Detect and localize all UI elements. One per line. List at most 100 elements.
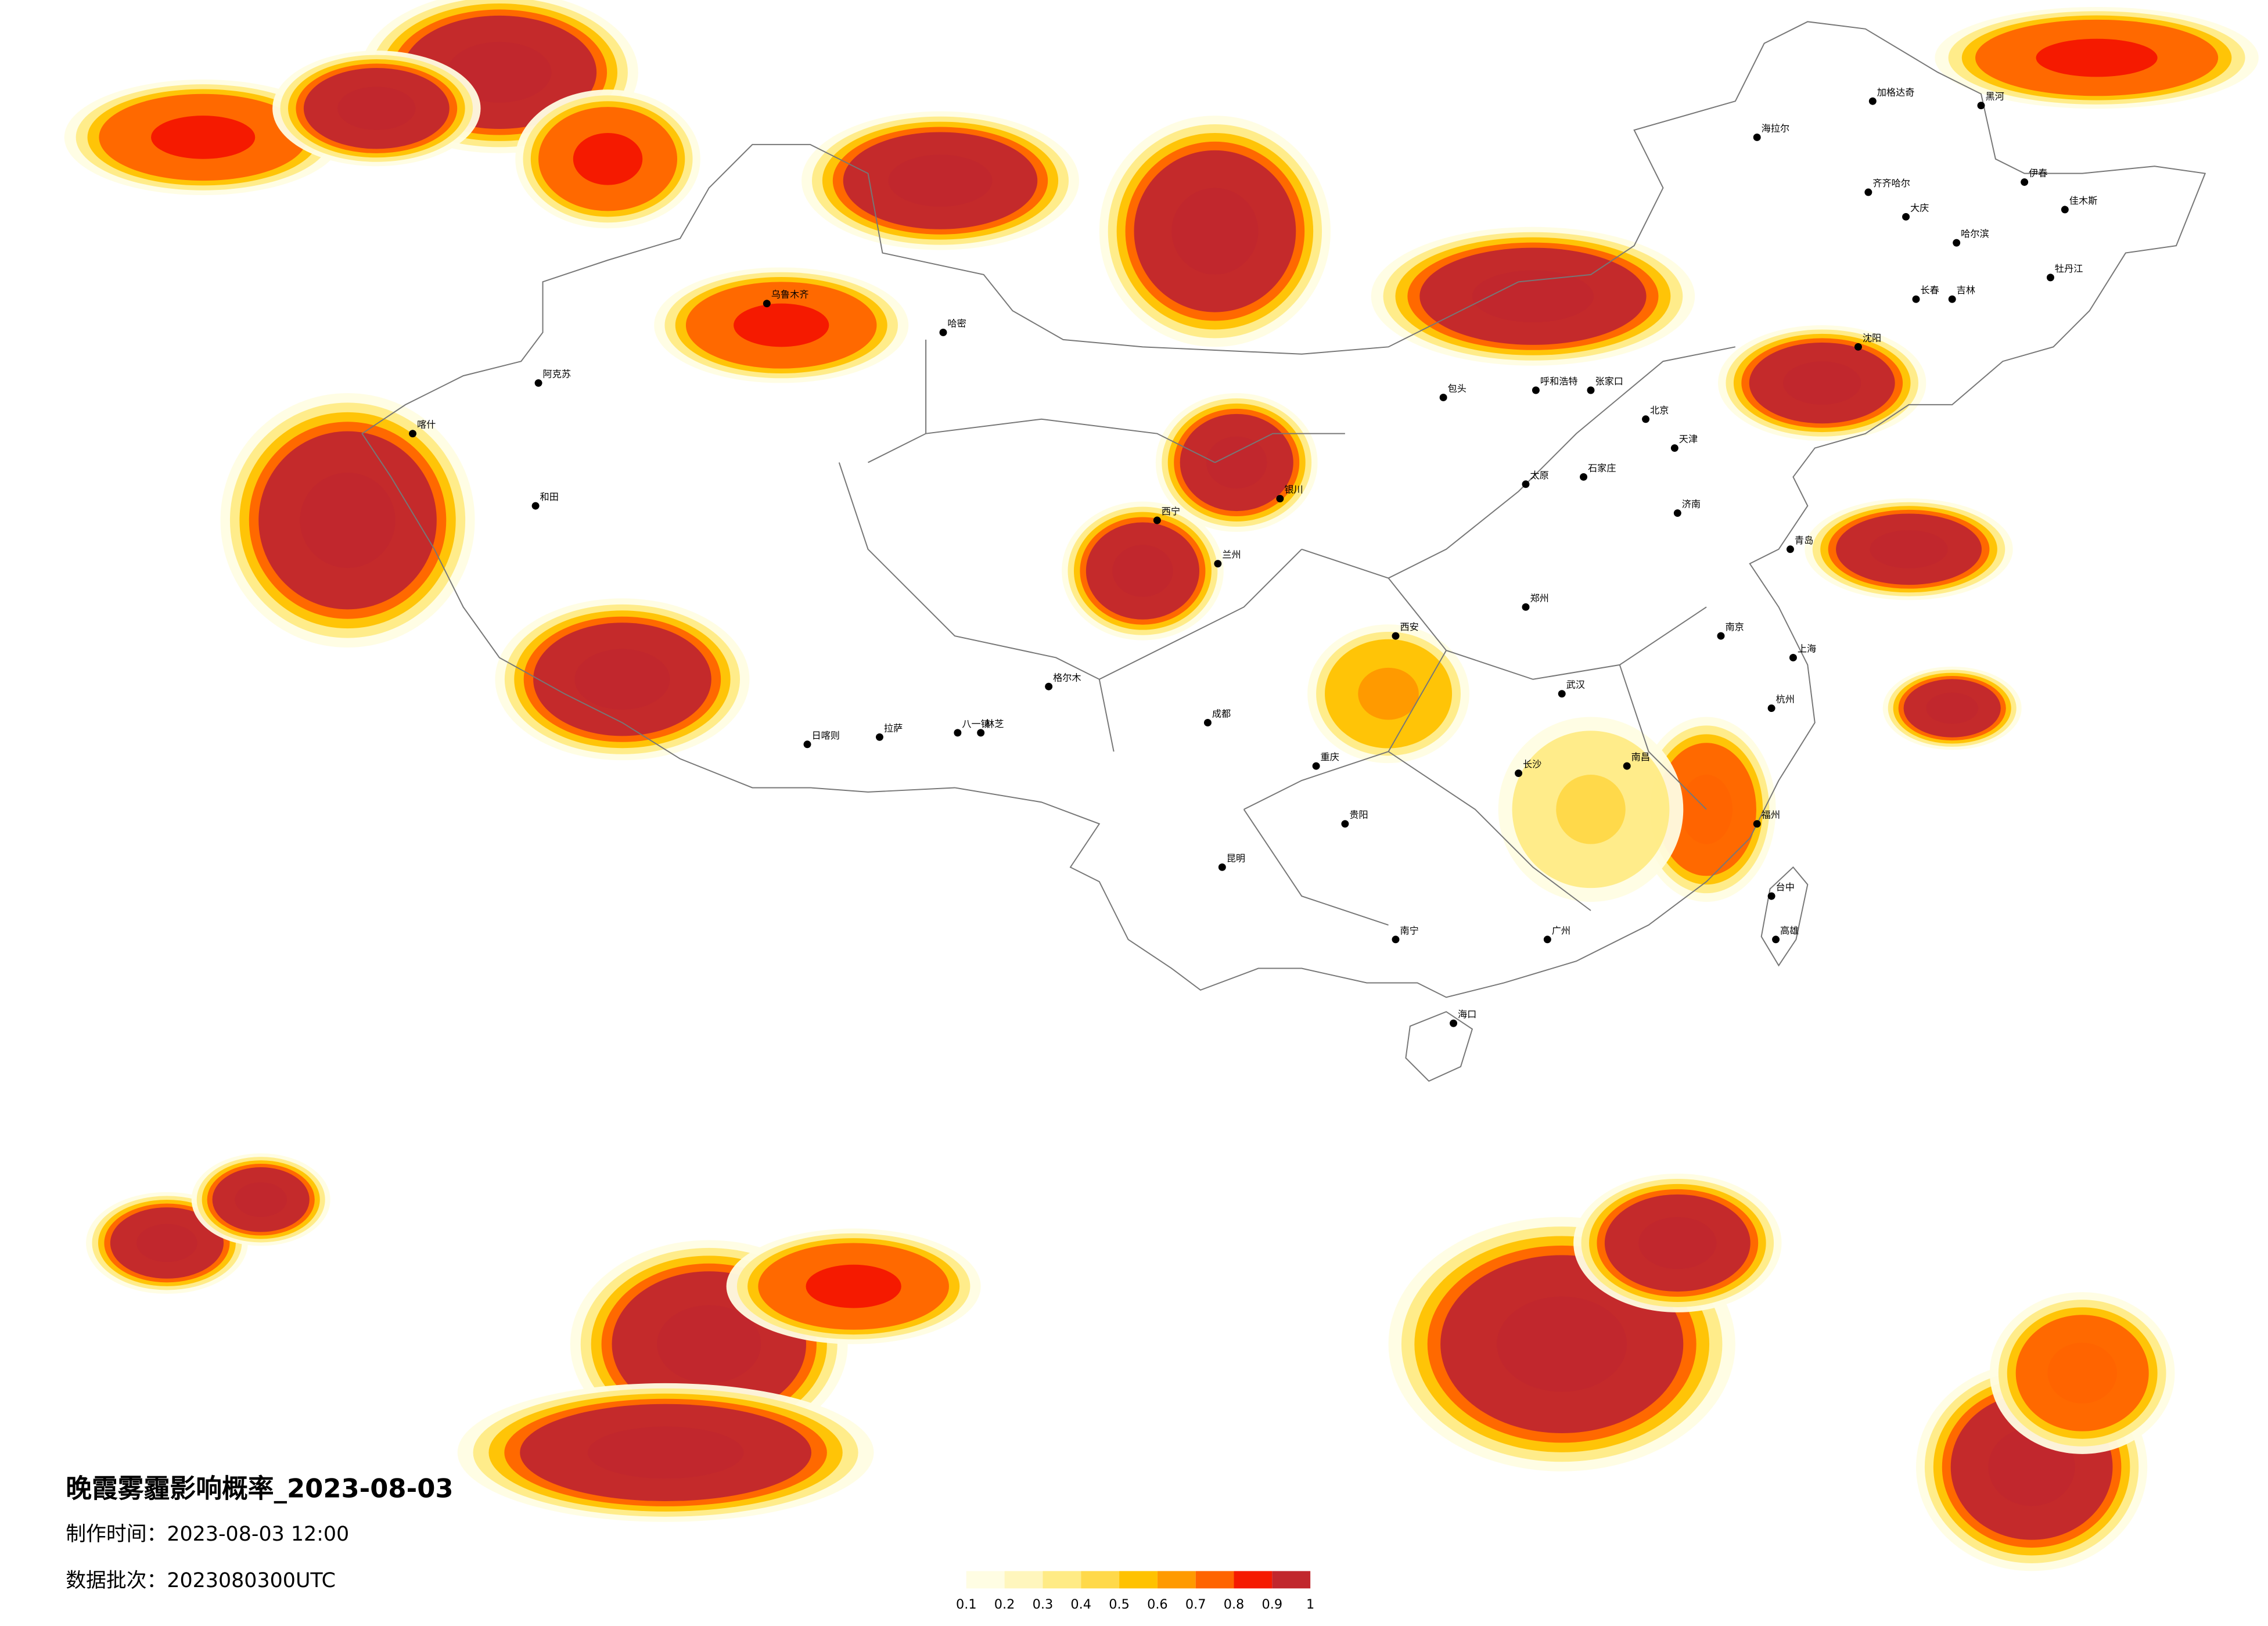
haze-core [136, 1224, 197, 1262]
haze-core [337, 87, 416, 130]
city-dot [1587, 386, 1595, 394]
legend-tick-label: 0.8 [1224, 1597, 1245, 1612]
legend-swatch [1234, 1571, 1273, 1589]
city-dot [1532, 386, 1540, 394]
city-label: 佳木斯 [2069, 195, 2097, 206]
city-dot [1522, 480, 1530, 488]
city-dot [1450, 1019, 1458, 1027]
legend-swatch [1272, 1571, 1311, 1589]
city-dot [1392, 936, 1400, 944]
city-label: 加格达奇 [1877, 87, 1915, 98]
city-label: 海拉尔 [1762, 123, 1789, 134]
haze-core [2047, 1343, 2117, 1404]
city-label: 林芝 [985, 718, 1004, 729]
city-dot [803, 740, 811, 749]
city-label: 青岛 [1795, 535, 1813, 546]
city-label: 西安 [1400, 621, 1418, 632]
city-label: 成都 [1212, 708, 1231, 719]
city-label: 郑州 [1530, 592, 1548, 603]
city-dot [1543, 936, 1551, 944]
city-label: 哈尔滨 [1961, 228, 1989, 239]
legend-tick-label: 0.4 [1070, 1597, 1091, 1612]
haze-core [1926, 692, 1979, 724]
city-label: 伊春 [2029, 168, 2047, 179]
city-dot [1341, 820, 1349, 828]
city-dot [1203, 718, 1212, 726]
boundaries [361, 21, 2206, 1082]
city-label: 海口 [1458, 1009, 1476, 1020]
haze-core [1638, 1217, 1717, 1269]
city-dot [939, 328, 947, 336]
city-label: 阿克苏 [543, 369, 571, 380]
city-dot [1868, 97, 1877, 105]
city-dot [1977, 102, 1985, 110]
city-label: 乌鲁木齐 [771, 289, 809, 300]
city-label: 西宁 [1162, 506, 1180, 517]
city-label: 太原 [1530, 470, 1548, 481]
city-dot [875, 733, 883, 741]
city-dot [1580, 473, 1588, 481]
city-label: 银川 [1284, 484, 1303, 495]
legend-tick-label: 0.7 [1185, 1597, 1206, 1612]
legend-tick-label: 0.3 [1033, 1597, 1054, 1612]
city-label: 武汉 [1566, 679, 1585, 690]
legend-tick-label: 0.9 [1262, 1597, 1283, 1612]
city-dot [1786, 545, 1794, 553]
production-time: 制作时间：2023-08-03 12:00 [66, 1523, 349, 1546]
city-dot [1864, 188, 1872, 196]
city-label: 济南 [1682, 499, 1701, 510]
city-dot [1767, 892, 1775, 900]
city-label: 喀什 [417, 419, 436, 430]
city-dot [409, 430, 417, 438]
city-dot [1753, 133, 1761, 141]
city-dot [1953, 239, 1961, 247]
city-dot [1515, 769, 1523, 778]
city-dot [1789, 653, 1797, 661]
city-label: 南昌 [1631, 751, 1650, 762]
haze-layer [64, 0, 2259, 1571]
city-label: 沈阳 [1863, 332, 1881, 343]
province-lines [838, 339, 1736, 926]
city-dot [1854, 343, 1862, 351]
city-label: 石家庄 [1588, 462, 1616, 473]
city-label: 高雄 [1780, 925, 1799, 936]
city-dot [1045, 682, 1053, 690]
city-label: 贵阳 [1349, 810, 1368, 821]
legend-swatch [1157, 1571, 1196, 1589]
color-legend: 0.1 0.2 0.3 0.4 0.5 0.6 0.7 0.8 0.9 1 [956, 1571, 1314, 1612]
city-dot [763, 300, 771, 308]
legend-swatch [1081, 1571, 1120, 1589]
legend-swatch [1043, 1571, 1081, 1589]
city-dot [2021, 178, 2029, 186]
data-batch: 数据批次：2023080300UTC [66, 1569, 336, 1592]
city-label: 昆明 [1227, 852, 1245, 864]
haze-core [1206, 436, 1267, 489]
city-dot [1392, 632, 1400, 640]
haze-core [1112, 545, 1173, 597]
legend-tick-label: 1 [1306, 1597, 1314, 1612]
legend-tick-label: 0.1 [956, 1597, 977, 1612]
city-label: 天津 [1679, 434, 1698, 445]
city-dot [1912, 295, 1920, 303]
legend-tick-label: 0.5 [1109, 1597, 1130, 1612]
city-label: 牡丹江 [2055, 263, 2083, 274]
haze-core [888, 154, 993, 207]
city-label: 广州 [1552, 925, 1570, 936]
haze-core [734, 303, 829, 347]
city-label: 齐齐哈尔 [1872, 178, 1910, 189]
title: 晚霞雾霾影响概率_2023-08-03 [66, 1473, 453, 1503]
city-dot [1218, 863, 1226, 871]
city-label: 黑河 [1985, 91, 2004, 102]
city-label: 杭州 [1776, 694, 1795, 705]
city-dot [954, 729, 962, 737]
city-dot [1623, 762, 1631, 770]
city-label: 格尔木 [1053, 672, 1081, 683]
taiwan [1760, 866, 1809, 967]
city-label: 拉萨 [884, 722, 903, 733]
haze-core [300, 472, 396, 569]
city-label: 大庆 [1910, 202, 1929, 213]
haze-core [657, 1305, 761, 1383]
haze-core [235, 1182, 287, 1217]
city-dot [1276, 495, 1284, 503]
